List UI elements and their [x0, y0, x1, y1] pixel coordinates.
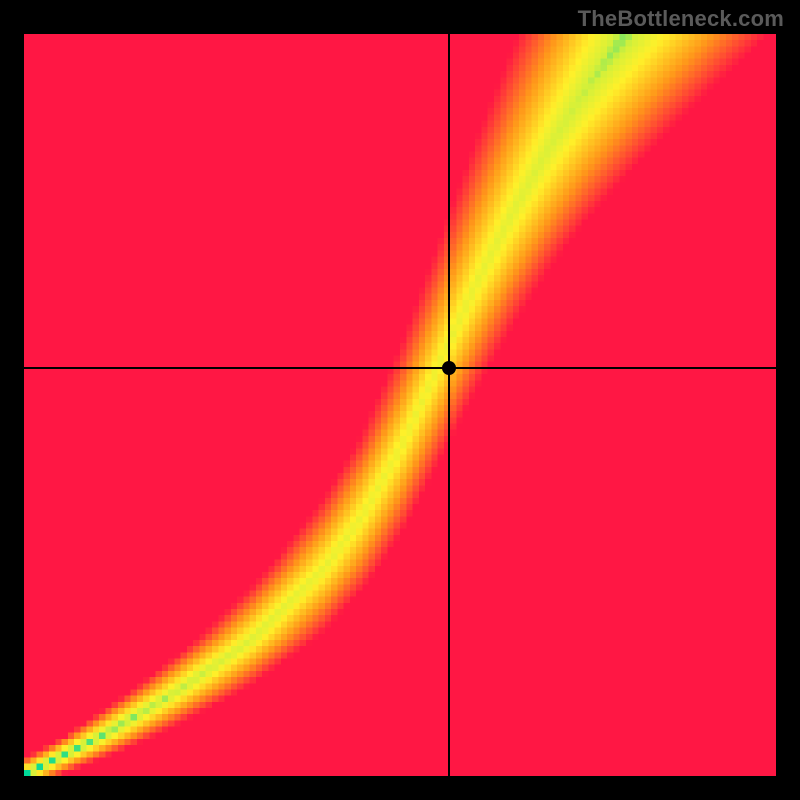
crosshair-vertical	[448, 34, 450, 776]
bottleneck-heatmap	[24, 34, 776, 776]
selection-marker	[442, 361, 456, 375]
crosshair-horizontal	[24, 367, 776, 369]
watermark-text: TheBottleneck.com	[578, 6, 784, 32]
